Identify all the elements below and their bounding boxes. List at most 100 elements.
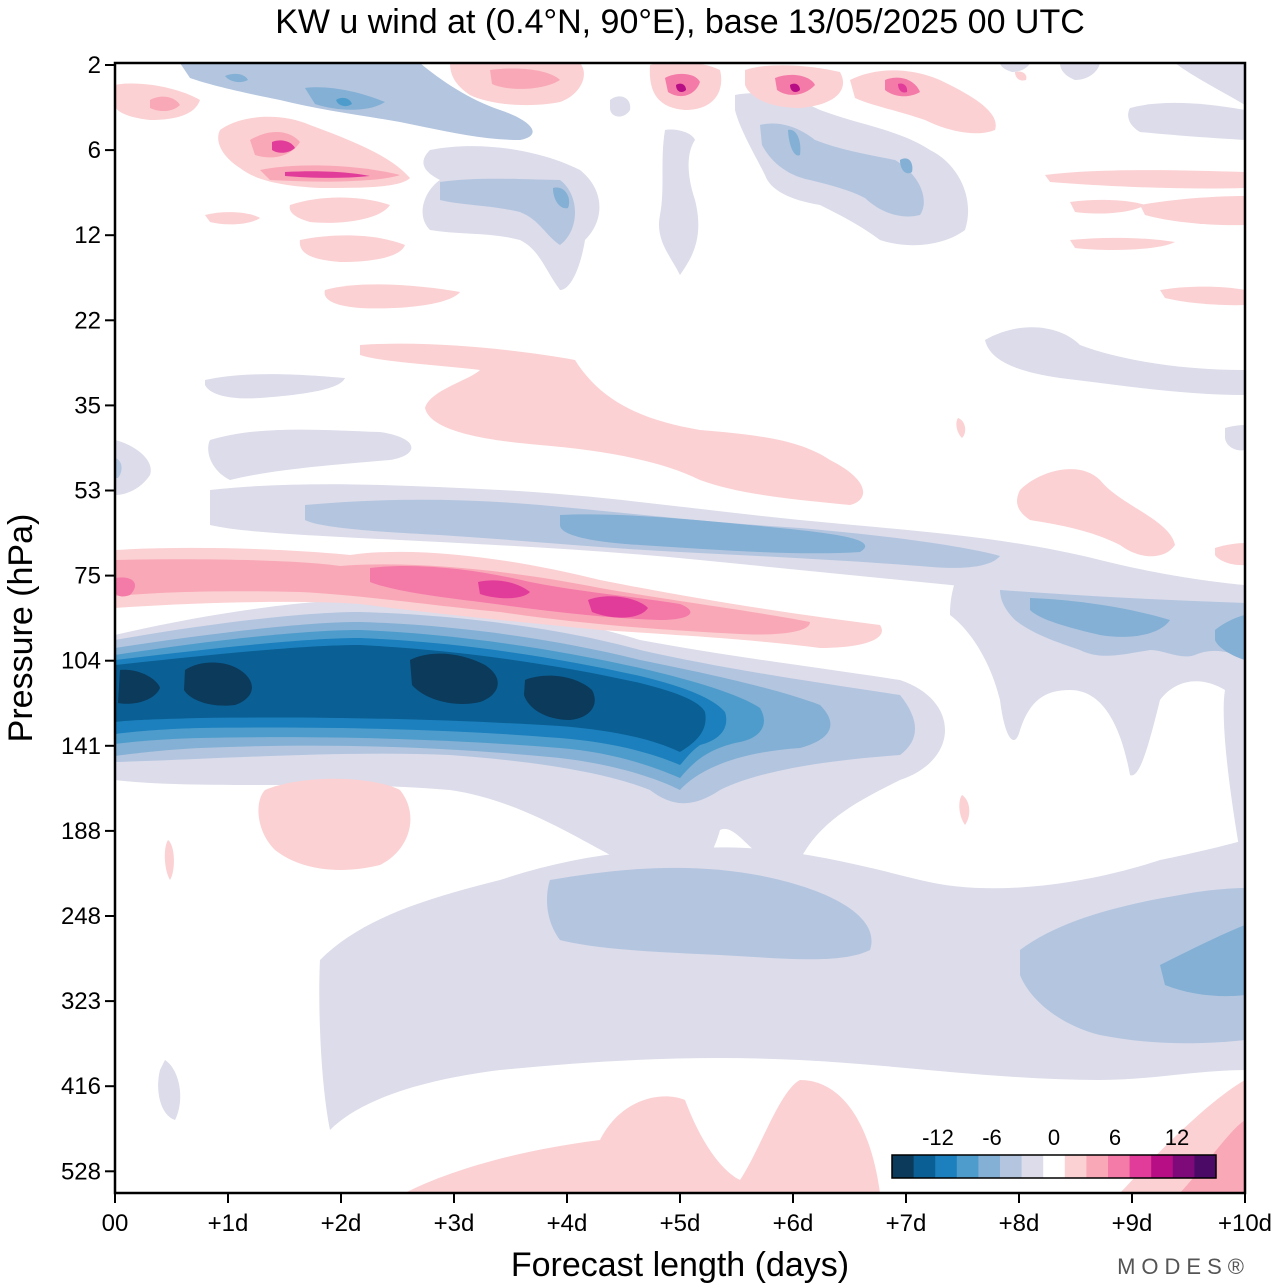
y-tick-label: 104 (61, 648, 101, 675)
contour-neg-416-blob (158, 1060, 181, 1120)
y-tick-label: 75 (74, 563, 101, 590)
colorbar-swatch (1151, 1155, 1174, 1178)
contour-neg-35-left (208, 429, 412, 480)
y-tick-label: 22 (74, 307, 101, 334)
contour-pos-6-core (272, 140, 295, 153)
y-tick-label: 35 (74, 392, 101, 419)
colorbar-swatch (1194, 1155, 1217, 1178)
contour-neg-right-dark-2 (1215, 615, 1245, 660)
contour-neg-2-band-core (336, 97, 352, 107)
colorbar-swatch (1064, 1155, 1087, 1178)
colorbar-swatch (956, 1155, 979, 1178)
contour-neg-6-right-dark-2 (900, 158, 913, 174)
contour-neg-2-right (1060, 63, 1100, 80)
contour-neg-top-right (1000, 63, 1030, 72)
contour-fills (115, 61, 1245, 1193)
contour-pos-8-right (1045, 170, 1245, 189)
contour-neg-35 (205, 374, 345, 399)
colorbar: -12 -6 0 6 12 (891, 1125, 1217, 1179)
contour-neg-12-finger (659, 129, 699, 275)
contour-pos-3b (115, 577, 135, 597)
contour-neg-5-right (1128, 102, 1245, 140)
contour-neg-53-dark (560, 514, 866, 554)
colorbar-swatch (892, 1155, 915, 1178)
contour-pos-75-right (1215, 543, 1245, 566)
y-tick-label: 53 (74, 478, 101, 505)
contour-pos-10-right-2 (1140, 196, 1245, 226)
contour-pos-mid-strat (360, 343, 864, 505)
contour-neg-6 (115, 645, 706, 752)
colorbar-tick-label: -6 (982, 1125, 1002, 1150)
contour-pos-12 (299, 235, 405, 262)
colorbar-swatch (1086, 1155, 1109, 1178)
contour-pos-35 (956, 418, 966, 438)
contour-pos-bottom (405, 1080, 880, 1193)
contour-neg-22-right (985, 327, 1245, 395)
contour-pos-10 (289, 197, 390, 223)
contour-neg-2-farright (1175, 63, 1245, 105)
colorbar-swatch (1021, 1155, 1044, 1178)
contour-pos-12-right (1070, 237, 1175, 250)
y-tick-label: 528 (61, 1158, 101, 1185)
y-tick-label: 416 (61, 1073, 101, 1100)
y-tick-label: 188 (61, 818, 101, 845)
colorbar-tick-label: -12 (922, 1125, 954, 1150)
colorbar-tick-label: 12 (1165, 1125, 1189, 1150)
contour-pos-4-b-core (790, 83, 800, 93)
y-tick-label: 248 (61, 903, 101, 930)
contour-pos-2-top-mid (490, 68, 560, 89)
contour-neg-53-left (115, 440, 151, 495)
x-tick-label: +10d (1218, 1210, 1272, 1237)
brand-watermark: MODES® (1117, 1254, 1250, 1279)
contour-pos-6-core-2 (285, 171, 370, 178)
colorbar-swatch (978, 1155, 1001, 1178)
contour-pos-4-left-mid (150, 96, 180, 112)
contour-neg-4-small (610, 96, 631, 117)
contour-neg-core-1 (118, 669, 160, 704)
contour-pos-5 (588, 596, 648, 618)
contour-neg-53-leftdark (115, 458, 122, 478)
colorbar-tick-label: 0 (1048, 1125, 1060, 1150)
colorbar-swatch (1172, 1155, 1195, 1178)
x-tick-label: +2d (321, 1210, 362, 1237)
y-tick-label: 2 (88, 52, 101, 79)
contour-neg-trop-mid-2 (1020, 888, 1245, 1044)
x-axis-label: Forecast length (days) (511, 1246, 849, 1284)
contour-neg-6-right-mid (760, 123, 924, 217)
y-axis: 2 6 12 22 35 53 75 104 141 188 248 323 416 528 (61, 52, 115, 1185)
contour-pos-4-a-core (676, 83, 686, 93)
y-tick-label: 323 (61, 988, 101, 1015)
contour-neg-core-2 (184, 662, 252, 706)
x-tick-label: +1d (208, 1210, 249, 1237)
contour-neg-core-4 (524, 675, 595, 720)
x-tick-label: +6d (773, 1210, 814, 1237)
y-tick-label: 12 (74, 222, 101, 249)
chart-title: KW u wind at (0.4°N, 90°E), base 13/05/2… (275, 3, 1085, 41)
contour-pos-3-right (1015, 71, 1027, 81)
contour-pos-188 (258, 778, 411, 870)
contour-neg-trop-mid (547, 867, 872, 960)
colorbar-swatch (1129, 1155, 1152, 1178)
contour-neg-2-small (225, 73, 248, 83)
colorbar-swatch (1000, 1155, 1023, 1178)
colorbar-swatch (935, 1155, 958, 1178)
colorbar-swatch (1108, 1155, 1131, 1178)
colorbar-tick-label: 6 (1109, 1125, 1121, 1150)
contour-neg-right-dark (1030, 598, 1170, 637)
contour-pos-4 (478, 580, 530, 599)
colorbar-frame (891, 1154, 1217, 1179)
contour-neg-6-right-dark (788, 129, 801, 156)
contour-neg-10-mid (440, 178, 575, 245)
colorbar-swatch (913, 1155, 936, 1178)
contour-pos-188-small (164, 840, 174, 880)
x-tick-label: +9d (1112, 1210, 1153, 1237)
contour-pos-10-right (1070, 199, 1145, 214)
contour-neg-35-right (1225, 425, 1245, 451)
y-axis-label: Pressure (hPa) (2, 514, 40, 743)
x-tick-label: +5d (660, 1210, 701, 1237)
contour-neg-10-dark (553, 187, 570, 209)
contour-neg-core-3 (410, 653, 498, 705)
x-tick-label: +8d (999, 1210, 1040, 1237)
x-tick-label: 00 (102, 1210, 129, 1237)
